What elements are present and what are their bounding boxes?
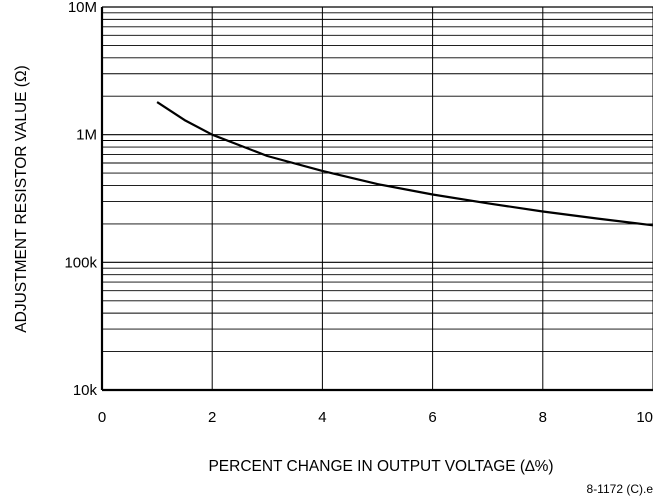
grid-lines	[101, 6, 653, 391]
x-axis-label: PERCENT CHANGE IN OUTPUT VOLTAGE (∆%)	[208, 458, 553, 475]
plot-frame	[100, 7, 653, 392]
y-axis-label: ADJUSTMENT RESISTOR VALUE (Ω)	[13, 65, 30, 332]
x-tick-label: 10	[636, 409, 653, 426]
y-tick-label: 1M	[76, 127, 97, 144]
x-tick-label: 8	[539, 409, 547, 426]
x-tick-label: 2	[208, 409, 216, 426]
y-tick-label: 10k	[73, 382, 98, 399]
x-tick-label: 4	[318, 409, 326, 426]
x-tick-labels: 0 2 4 6 8 10	[98, 409, 653, 426]
y-tick-label: 10M	[68, 0, 97, 16]
data-series	[156, 101, 653, 227]
series-line	[156, 101, 653, 227]
y-tick-labels: 10k 100k 1M 10M	[64, 0, 97, 399]
x-tick-label: 6	[428, 409, 436, 426]
x-tick-label: 0	[98, 409, 106, 426]
figure-code-label: 8-1172 (C).e	[587, 482, 653, 496]
y-tick-label: 100k	[64, 254, 97, 271]
